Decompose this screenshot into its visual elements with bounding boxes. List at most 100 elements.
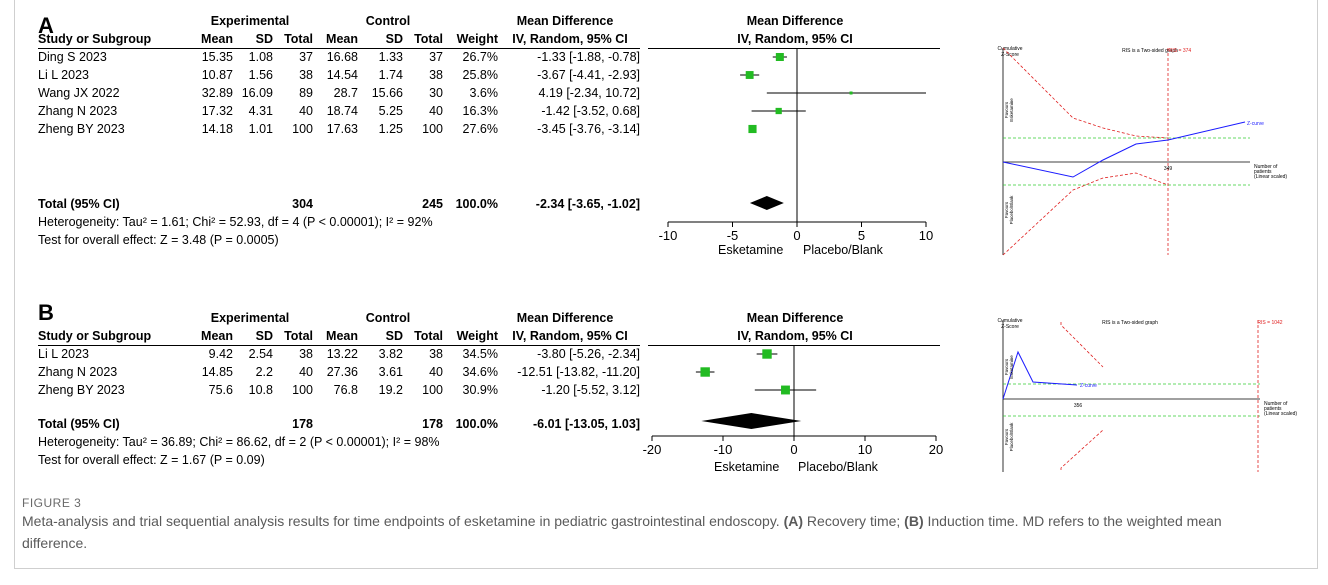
total-label: Total (95% CI)	[38, 197, 120, 211]
cell-mean1: 9.42	[208, 347, 233, 361]
cell-total2: 40	[429, 104, 443, 118]
tsa-favours-label: Esketamine	[1009, 355, 1014, 379]
md-table-header: Mean Difference	[516, 14, 614, 28]
cell-mean2: 18.74	[326, 104, 358, 118]
panel-letter: A	[38, 13, 54, 38]
cell-weight: 25.8%	[462, 68, 498, 82]
effect-marker	[745, 71, 754, 79]
tsa-ylabel: Z-Score	[1001, 52, 1019, 58]
effect-marker	[775, 52, 784, 62]
cell-ci: -12.51 [-13.82, -11.20]	[517, 365, 640, 379]
cell-total2: 40	[429, 365, 443, 379]
tsa-upper-boundary	[1060, 322, 1104, 368]
sd1-header: SD	[255, 329, 273, 343]
cell-sd1: 1.56	[248, 68, 273, 82]
tsa-favours-label: Placebo/Blank	[1009, 195, 1014, 225]
tsa-upper-boundary	[1002, 47, 1169, 139]
cell-ci: 4.19 [-2.34, 10.72]	[538, 86, 640, 100]
cell-study: Zheng BY 2023	[38, 122, 125, 136]
tsa-favours-bottom: Favours Placebo/Blank	[1004, 422, 1014, 452]
md-table-header: Mean Difference	[516, 311, 614, 325]
axis-left-label: Esketamine	[718, 243, 784, 257]
heterogeneity-text: Heterogeneity: Tau² = 1.61; Chi² = 52.93…	[38, 215, 433, 229]
cell-ci: -1.20 [-5.52, 3.12]	[541, 383, 640, 397]
total1-header: Total	[284, 32, 313, 46]
total1-header: Total	[284, 329, 313, 343]
total-control: 178	[422, 417, 443, 431]
cell-study: Zheng BY 2023	[38, 383, 125, 397]
total-experimental: 178	[292, 417, 313, 431]
md-plot-header: Mean Difference	[746, 14, 844, 28]
cell-total1: 38	[299, 68, 313, 82]
cell-sd1: 2.54	[248, 347, 273, 361]
tsa-favours-top: Favours Esketamine	[1004, 98, 1014, 122]
tsa-x-mark: 356	[1074, 403, 1083, 409]
tsa-ylabel: Z-Score	[1001, 324, 1019, 330]
tsa-favours-label: Placebo/Blank	[1009, 422, 1014, 452]
summary-diamond	[701, 413, 802, 429]
tsa-zcurve-label: Z-curve	[1080, 383, 1097, 389]
figure-frame	[14, 0, 1318, 569]
forest-plot-a: -10 -5 0 5 10	[659, 48, 933, 243]
cell-sd2: 3.61	[378, 365, 403, 379]
tsa-lower-boundary	[1060, 429, 1104, 470]
experimental-header: Experimental	[210, 14, 290, 28]
cell-mean2: 17.63	[326, 122, 358, 136]
cell-study: Wang JX 2022	[38, 86, 120, 100]
x-tick-label: 0	[790, 442, 797, 457]
cell-sd2: 1.74	[378, 68, 403, 82]
cell-total2: 100	[422, 122, 443, 136]
cell-mean1: 14.85	[201, 365, 233, 379]
cell-total2: 37	[429, 50, 443, 64]
cell-ci: -3.80 [-5.26, -2.34]	[537, 347, 640, 361]
cell-sd2: 1.33	[378, 50, 403, 64]
tsa-ris-label: RIS = 1042	[1257, 320, 1282, 326]
tsa-xlabel: patients	[1264, 406, 1282, 412]
summary-diamond	[749, 196, 784, 210]
cell-mean2: 27.36	[326, 365, 358, 379]
md-plot-header: Mean Difference	[746, 311, 844, 325]
figure-label: FIGURE 3	[22, 496, 82, 510]
cell-mean1: 14.18	[201, 122, 233, 136]
control-header: Control	[365, 14, 411, 28]
effect-marker	[849, 91, 853, 95]
caption-b-text: Induction time. MD refers to the weighte…	[22, 513, 1222, 551]
tsa-xlabel: (Linear scaled)	[1254, 174, 1287, 180]
cell-weight: 30.9%	[462, 383, 498, 397]
cell-sd2: 15.66	[371, 86, 403, 100]
tsa-favours-label: Favours	[1004, 428, 1009, 445]
tsa-lower-boundary	[1002, 172, 1169, 256]
cell-sd2: 1.25	[378, 122, 403, 136]
cell-ci: -1.33 [-1.88, -0.78]	[537, 50, 640, 64]
tsa-favours-label: Esketamine	[1009, 98, 1014, 122]
cell-study: Li L 2023	[38, 347, 89, 361]
total2-header: Total	[414, 329, 443, 343]
tsa-title: RIS is a Two-sided graph	[1122, 48, 1178, 54]
heterogeneity-text: Heterogeneity: Tau² = 36.89; Chi² = 86.6…	[38, 435, 440, 449]
cell-weight: 27.6%	[462, 122, 498, 136]
caption-b-letter: (B)	[904, 513, 924, 529]
cell-mean2: 13.22	[326, 347, 358, 361]
method-plot-header: IV, Random, 95% CI	[737, 32, 853, 46]
cell-sd1: 16.09	[241, 86, 273, 100]
tsa-title: RIS is a Two-sided graph	[1102, 320, 1158, 326]
total-ci: -2.34 [-3.65, -1.02]	[535, 197, 640, 211]
cell-total2: 38	[429, 347, 443, 361]
x-tick-label: 10	[919, 228, 933, 243]
total2-header: Total	[414, 32, 443, 46]
cell-total1: 40	[299, 365, 313, 379]
cell-ci: -3.67 [-4.41, -2.93]	[537, 68, 640, 82]
cell-sd2: 3.82	[378, 347, 403, 361]
effect-marker	[781, 385, 790, 395]
tsa-x-mark: 349	[1164, 166, 1173, 172]
tsa-favours-bottom: Favours Placebo/Blank	[1004, 195, 1014, 225]
cell-mean2: 14.54	[326, 68, 358, 82]
x-tick-label: 5	[858, 228, 865, 243]
method-table-header: IV, Random, 95% CI	[512, 32, 628, 46]
study-header: Study or Subgroup	[38, 329, 152, 343]
effect-marker	[775, 107, 782, 115]
cell-study: Zhang N 2023	[38, 365, 118, 379]
weight-header: Weight	[456, 329, 498, 343]
cell-sd2: 19.2	[378, 383, 403, 397]
total-experimental: 304	[292, 197, 313, 211]
